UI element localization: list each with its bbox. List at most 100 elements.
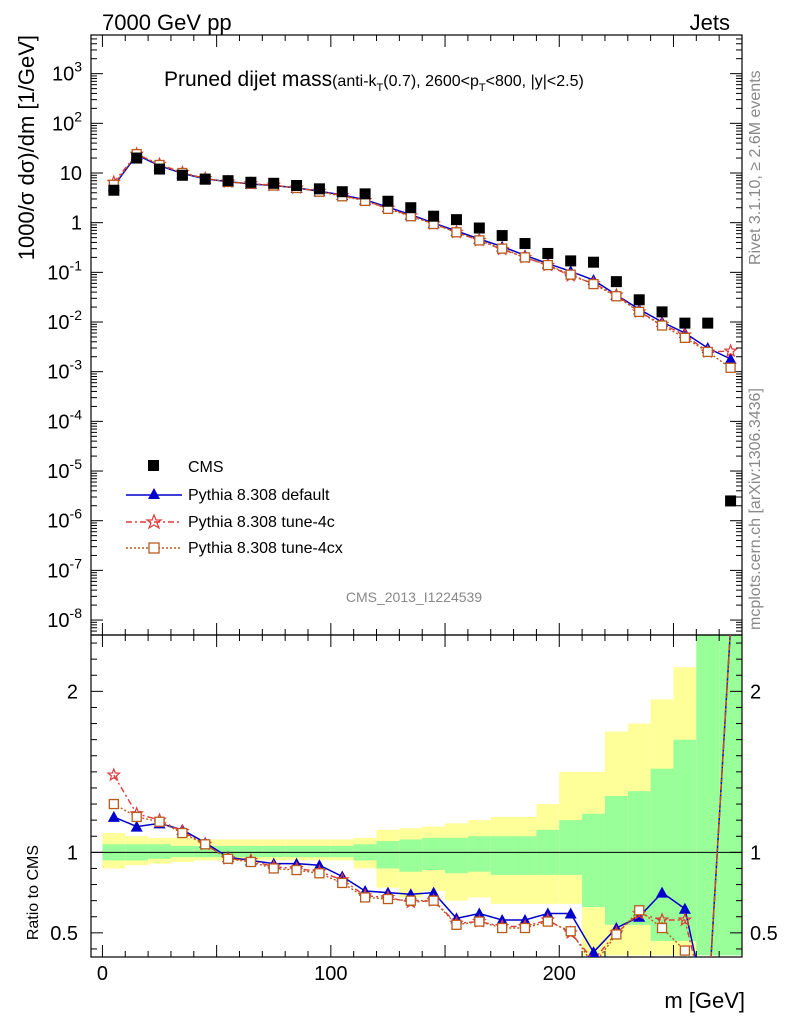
- point-open-square: [177, 827, 188, 839]
- cms-data-point: [199, 173, 211, 185]
- legend: CMS Pythia 8.308 default Pythia 8.308 tu…: [126, 459, 343, 557]
- y-tick-label-top: 102: [52, 108, 82, 135]
- point-triangle: [656, 886, 669, 898]
- cms-data-point: [450, 214, 462, 226]
- cms-data-point: [588, 256, 600, 268]
- x-tick-label: 200: [543, 963, 576, 985]
- green-band-bin: [399, 839, 423, 872]
- y-tick-label-ratio-right: 0.5: [750, 923, 778, 945]
- point-star: [677, 912, 693, 927]
- ratio-series-group: [106, 635, 731, 957]
- green-band-bin: [719, 635, 742, 956]
- point-open-square: [222, 853, 234, 864]
- data-series: [106, 146, 738, 957]
- point-triangle: [107, 810, 120, 822]
- point-open-square: [497, 922, 508, 934]
- legend-label-4cx: Pythia 8.308 tune-4cx: [188, 540, 343, 557]
- y-tick-label-ratio: 2: [67, 681, 78, 703]
- point-triangle: [678, 902, 691, 914]
- y-axis-label-bottom: Ratio to CMS: [25, 845, 42, 940]
- y-tick-label-top: 10-4: [47, 406, 82, 433]
- green-band-bin: [376, 841, 400, 869]
- point-open-square: [451, 919, 462, 930]
- green-band-bin: [559, 820, 583, 875]
- point-open-square: [314, 868, 325, 879]
- cms-data-point: [108, 184, 120, 196]
- point-open-square: [679, 945, 691, 956]
- point-open-square: [291, 864, 302, 876]
- green-band-bin: [627, 791, 651, 925]
- cms-data-point: [291, 180, 303, 192]
- green-band-bin: [285, 845, 308, 858]
- legend-marker-4cx: [148, 542, 160, 554]
- green-band-bin: [490, 836, 514, 875]
- y-tick-label-ratio-right: 1: [750, 842, 761, 864]
- x-axis-label: m [GeV]: [664, 988, 745, 1013]
- cms-data-point: [473, 222, 485, 234]
- green-band-bin: [467, 836, 491, 872]
- y-tick-label-ratio-right: 2: [750, 681, 761, 703]
- cms-data-point: [222, 175, 234, 187]
- point-open-square: [519, 252, 531, 263]
- tick-labels: 0 100 200 10-8 10-7 10-6 10-5 10-4 10-3 10-2 10-1 1…: [47, 59, 778, 985]
- cms-data-point: [176, 169, 188, 181]
- title-sub-1: (anti-k: [332, 73, 377, 90]
- cms-data-point: [359, 188, 371, 200]
- point-triangle: [587, 946, 600, 957]
- title-sub-3: <800, |y|<2.5): [486, 73, 584, 90]
- legend-marker-default: [148, 488, 160, 499]
- legend-label-default: Pythia 8.308 default: [188, 487, 330, 504]
- point-open-square: [200, 839, 211, 850]
- point-open-square: [611, 929, 622, 940]
- point-open-square: [542, 916, 553, 927]
- point-open-square: [519, 922, 531, 934]
- legend-label-4c: Pythia 8.308 tune-4c: [188, 514, 335, 531]
- y-tick-label-top: 10-7: [47, 555, 82, 582]
- cms-data-point: [725, 495, 737, 507]
- analysis-watermark: CMS_2013_I1224539: [346, 589, 482, 605]
- header-right: Jets: [690, 10, 730, 35]
- x-tick-label: 0: [97, 963, 108, 985]
- green-band-bin: [673, 739, 697, 941]
- point-star: [106, 767, 122, 782]
- point-open-square: [451, 227, 462, 238]
- uncertainty-bands: [102, 635, 742, 956]
- y-tick-label-top: 10: [60, 163, 82, 185]
- chart-title: Pruned dijet mass(anti-kT(0.7), 2600<pT<…: [164, 68, 584, 94]
- point-star: [723, 343, 738, 358]
- y-tick-label-top: 10-5: [47, 456, 82, 483]
- legend-marker-4c: [145, 513, 163, 530]
- green-band-bin: [308, 845, 331, 858]
- green-band-bin: [239, 845, 263, 858]
- cms-data-point: [405, 202, 417, 214]
- point-open-square: [679, 332, 691, 343]
- point-open-square: [382, 893, 394, 905]
- point-open-square: [428, 895, 439, 906]
- cms-data-point: [336, 186, 348, 198]
- point-open-square: [497, 243, 508, 254]
- ratio-panel-frame: [90, 634, 743, 958]
- green-band-bin: [330, 845, 354, 858]
- green-band-bin: [422, 837, 446, 871]
- green-band-bin: [148, 844, 171, 859]
- point-open-square: [656, 320, 668, 331]
- point-triangle: [473, 907, 486, 919]
- cms-data-point: [496, 230, 508, 242]
- green-band-bin: [604, 796, 628, 925]
- green-band-bin: [262, 845, 286, 858]
- cms-data-point: [679, 317, 691, 329]
- point-open-square: [268, 863, 279, 874]
- cms-data-point: [610, 276, 622, 288]
- title-sub-2: (0.7), 2600<p: [383, 73, 479, 90]
- y-tick-label-top: 1: [71, 213, 82, 235]
- cms-data-point: [656, 306, 668, 318]
- series-line-ratio: [113, 635, 731, 957]
- cms-data-point: [519, 238, 531, 250]
- legend-marker-cms: [148, 460, 159, 471]
- point-open-square: [588, 278, 599, 290]
- cms-data-point: [542, 247, 554, 259]
- y-tick-label-top: 10-8: [47, 605, 82, 632]
- point-open-square: [565, 269, 576, 280]
- mcplots-label: mcplots.cern.ch [arXiv:1306.3436]: [747, 388, 764, 630]
- point-star: [654, 912, 670, 927]
